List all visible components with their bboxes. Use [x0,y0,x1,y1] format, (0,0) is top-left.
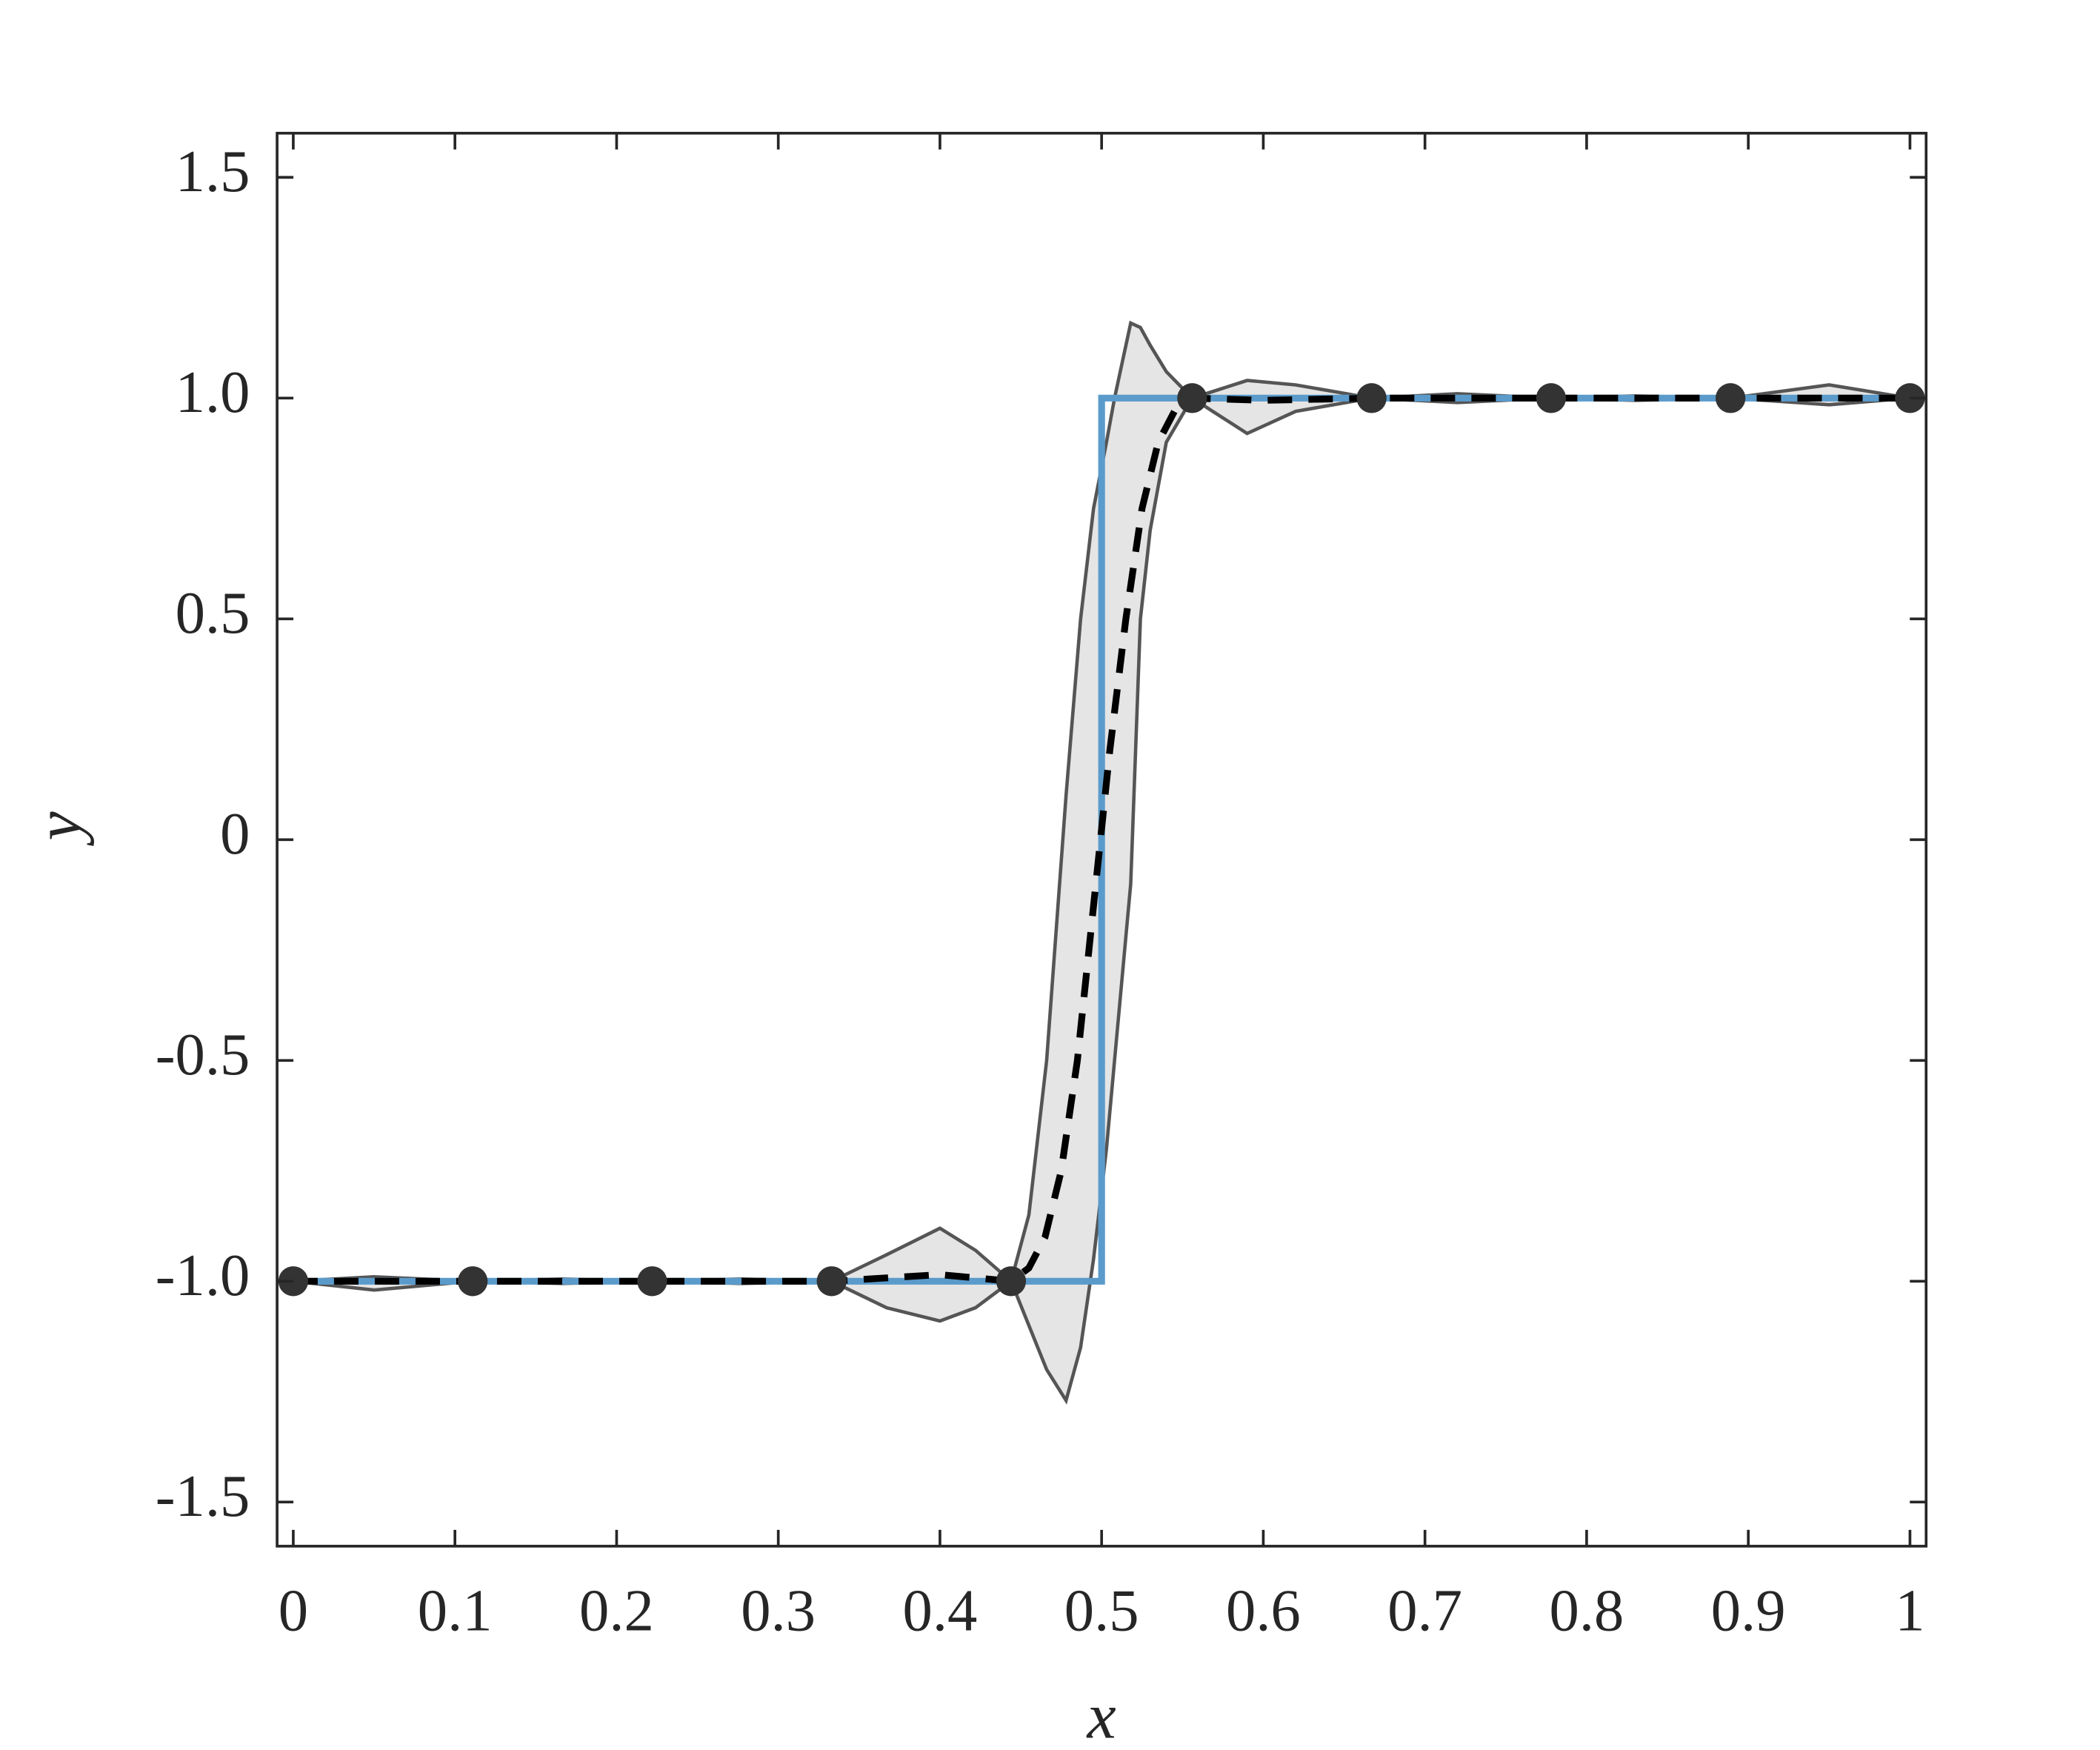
data-point [1716,383,1746,413]
x-tick-label: 0.2 [579,1578,654,1644]
y-tick-label: -0.5 [156,1022,250,1088]
data-point [816,1266,847,1297]
y-tick-label: 1.5 [176,139,250,204]
y-tick-label: -1.5 [156,1463,250,1529]
data-point [458,1266,488,1297]
x-tick-label: 0.3 [741,1578,816,1644]
y-tick-label: 1.0 [176,359,250,425]
x-tick-label: 0.7 [1387,1578,1462,1644]
x-tick-label: 0.6 [1226,1578,1301,1644]
y-axis-label: y [23,811,95,847]
data-point [1356,383,1387,413]
mean-line [293,394,1910,1285]
x-tick-label: 0.8 [1550,1578,1624,1644]
x-axis-label: x [1086,1680,1116,1750]
x-tick-label: 1 [1895,1578,1924,1644]
x-tick-label: 0.1 [418,1578,493,1644]
data-point [1536,383,1567,413]
y-tick-label: -1.0 [156,1242,250,1308]
y-tick-label: 0.5 [176,580,250,646]
y-tick-label: 0 [220,801,250,867]
x-tick-label: 0.4 [903,1578,978,1644]
x-tick-label: 0.9 [1711,1578,1786,1644]
x-tick-label: 0.5 [1064,1578,1139,1644]
data-point [1177,383,1207,413]
data-point [996,1266,1027,1297]
true-line [293,394,1910,1285]
x-tick-label: 0 [279,1578,308,1644]
data-point [637,1266,667,1297]
